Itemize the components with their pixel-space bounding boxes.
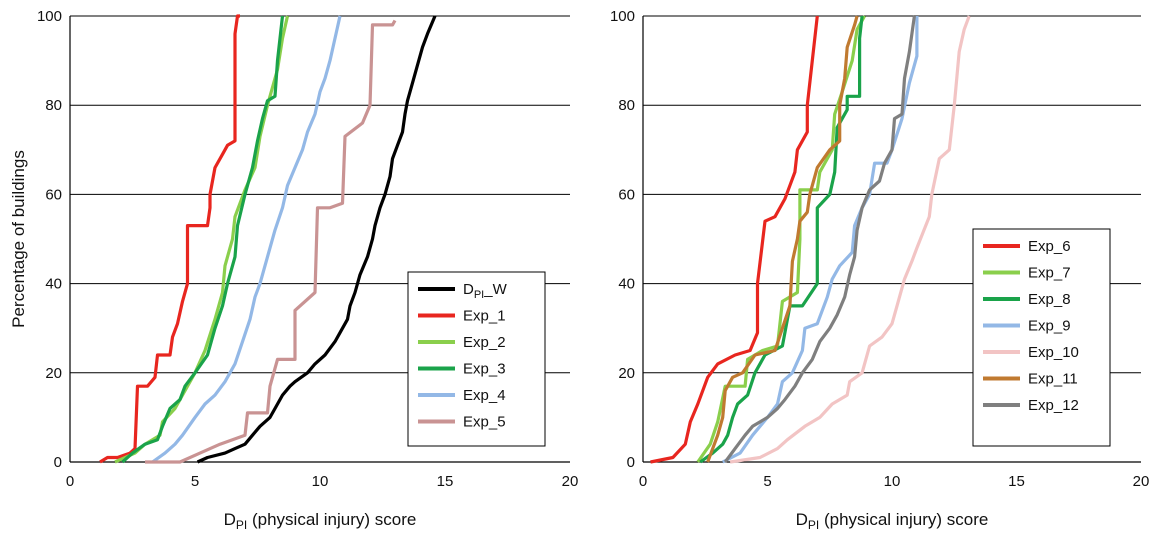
series-line-exp-5 — [145, 19, 397, 464]
legend-label: Exp_3 — [463, 361, 506, 378]
x-tick-label: 0 — [639, 473, 647, 490]
series-line-exp-11 — [706, 15, 859, 463]
legend-label: Exp_6 — [1028, 238, 1071, 255]
legend-label: Exp_10 — [1028, 344, 1079, 361]
y-tick-label: 20 — [618, 365, 635, 382]
y-tick-label: 40 — [45, 276, 62, 293]
x-axis-label-main: D — [224, 510, 236, 529]
legend-box — [972, 228, 1111, 447]
chart-panel-2: 0 20 40 60 80 100 0 5 10 15 20 DPI (physical injury… — [610, 8, 1150, 532]
series-line-exp-6 — [650, 15, 819, 464]
legend-label: Exp_7 — [1028, 265, 1071, 282]
x-axis-label: DPI (physical injury) score — [796, 510, 989, 530]
legend-label: Exp_4 — [463, 387, 506, 404]
series-line-exp-10 — [729, 15, 971, 464]
x-tick-label: 15 — [437, 473, 454, 490]
y-tick-label: 0 — [627, 454, 635, 471]
x-tick-label: 10 — [884, 473, 901, 490]
y-tick-label: 60 — [618, 186, 635, 203]
y-tick-label: 100 — [610, 8, 635, 25]
y-tick-label: 80 — [45, 97, 62, 114]
y-tick-label: 40 — [618, 276, 635, 293]
legend-label: Exp_9 — [1028, 318, 1071, 335]
legend-label: Exp_12 — [1028, 397, 1079, 414]
x-axis-label: DPI (physical injury) score — [224, 510, 417, 530]
x-tick-label: 10 — [312, 473, 329, 490]
x-tick-label: 5 — [763, 473, 771, 490]
x-axis-label-sub: PI — [808, 518, 819, 530]
y-tick-label: 20 — [45, 365, 62, 382]
legend: Exp_6 Exp_7 Exp_8 Exp_9 Exp_10 Exp_11 Exp_12 — [972, 228, 1111, 447]
y-tick-label: 60 — [45, 186, 62, 203]
y-tick-label: 80 — [618, 97, 635, 114]
x-tick-label: 20 — [1133, 473, 1150, 490]
x-tick-label: 20 — [562, 473, 579, 490]
legend-label: Exp_5 — [463, 414, 506, 431]
legend: DPI_W Exp_1 Exp_2 Exp_3 Exp_4 Exp_5 — [407, 271, 546, 447]
x-tick-label: 15 — [1008, 473, 1025, 490]
series-line-exp-4 — [151, 15, 342, 464]
series-line-dpi-w — [196, 15, 437, 464]
x-axis-label-rest: (physical injury) score — [247, 510, 416, 529]
legend-label-sub: PI — [474, 289, 484, 301]
series-line-exp-1 — [99, 14, 240, 464]
x-tick-label: 0 — [66, 473, 74, 490]
y-tick-label: 100 — [37, 8, 62, 25]
series-line-exp-3 — [121, 15, 285, 464]
series-line-exp-8 — [699, 15, 864, 464]
series-line-exp-12 — [723, 15, 916, 463]
legend-label: DPI_W — [463, 281, 508, 301]
series-line-exp-9 — [721, 16, 919, 464]
legend-label: Exp_1 — [463, 308, 506, 325]
legend-label-suffix: _W — [483, 281, 507, 298]
series-line-exp-7 — [696, 15, 866, 463]
legend-label-main: D — [463, 281, 474, 298]
legend-box — [407, 271, 546, 447]
legend-label: Exp_2 — [463, 334, 506, 351]
x-tick-label: 5 — [191, 473, 199, 490]
y-tick-label: 0 — [54, 454, 62, 471]
x-axis-label-sub: PI — [236, 518, 247, 530]
legend-label: Exp_8 — [1028, 291, 1071, 308]
legend-label: Exp_11 — [1028, 371, 1078, 388]
series-line-exp-2 — [114, 15, 290, 464]
x-axis-label-main: D — [796, 510, 808, 529]
y-axis-label: Percentage of buildings — [9, 150, 28, 328]
x-axis-label-rest: (physical injury) score — [819, 510, 988, 529]
